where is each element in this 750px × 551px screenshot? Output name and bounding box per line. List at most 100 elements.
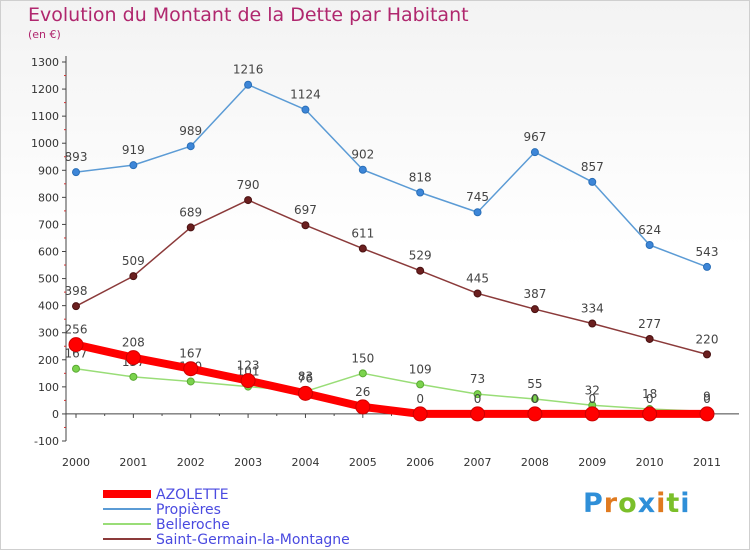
y-tick-label: 1300 xyxy=(31,56,59,69)
data-label: 208 xyxy=(122,336,145,350)
data-label: 83 xyxy=(298,369,313,383)
data-point xyxy=(588,319,597,328)
data-label: 334 xyxy=(581,302,604,316)
data-label: 1216 xyxy=(233,63,264,77)
data-label: 167 xyxy=(179,347,202,361)
y-tick-label: 1200 xyxy=(31,83,59,96)
x-tick-label: 2007 xyxy=(464,456,492,469)
data-label: 745 xyxy=(466,190,489,204)
series-azolette: 256 208 167 123 76 26 0 0 0 0 0 0 xyxy=(65,323,715,422)
data-point xyxy=(186,377,195,386)
data-label: 32 xyxy=(585,383,600,397)
data-point xyxy=(530,305,539,314)
proxiti-logo: Proxiti xyxy=(583,488,691,519)
chart-title: Evolution du Montant de la Dette par Hab… xyxy=(28,4,469,26)
data-label: 697 xyxy=(294,203,317,217)
data-label: 220 xyxy=(696,332,719,346)
y-tick-label: 300 xyxy=(38,327,59,340)
data-label: 387 xyxy=(523,287,546,301)
data-point xyxy=(473,390,482,399)
series-propi-res: 893 919 989 1216 1124 902 818 745 967 857 624 543 xyxy=(65,63,719,271)
data-label: 543 xyxy=(696,245,719,259)
legend-label: AZOLETTE xyxy=(156,487,229,503)
data-point xyxy=(588,177,597,186)
data-point xyxy=(412,406,428,422)
logo-letter: t xyxy=(666,488,681,519)
data-label: 529 xyxy=(409,249,432,263)
x-tick-label: 2001 xyxy=(119,456,147,469)
data-point xyxy=(473,289,482,298)
data-label: 26 xyxy=(355,385,370,399)
data-label: 857 xyxy=(581,160,604,174)
data-label: 445 xyxy=(466,271,489,285)
series-belleroche: 16713712010183150109735532189 xyxy=(65,347,711,416)
y-tick-label: 200 xyxy=(38,354,59,367)
data-label: 611 xyxy=(351,227,374,241)
data-label: 55 xyxy=(527,377,542,391)
data-point xyxy=(129,161,138,170)
y-tick-label: 600 xyxy=(38,246,59,259)
y-tick-label: 0 xyxy=(52,408,59,421)
y-tick-label: 500 xyxy=(38,273,59,286)
data-point xyxy=(68,337,84,353)
data-point xyxy=(297,385,313,401)
data-point xyxy=(72,364,80,373)
data-point xyxy=(301,221,310,230)
y-tick-label: 100 xyxy=(38,381,59,394)
data-point xyxy=(355,399,371,415)
data-label: 818 xyxy=(409,170,432,184)
logo-letter: r xyxy=(603,488,619,519)
data-label: 109 xyxy=(409,362,432,376)
x-tick-label: 2005 xyxy=(349,456,377,469)
data-point xyxy=(527,406,543,422)
series-saint-germain-la-montagne: 398 509 689 790 697 611 529 445 387 334 277 220 xyxy=(65,178,719,359)
data-label: 398 xyxy=(65,284,88,298)
x-tick-label: 2010 xyxy=(636,456,664,469)
data-point xyxy=(642,406,658,422)
data-label: 624 xyxy=(638,223,661,237)
data-label: 0 xyxy=(703,392,711,406)
y-tick-label: 700 xyxy=(38,218,59,231)
logo-letter: o xyxy=(618,488,638,519)
data-point xyxy=(183,361,199,377)
x-tick-label: 2011 xyxy=(693,456,721,469)
data-point xyxy=(416,266,425,275)
data-point xyxy=(358,244,367,253)
data-point xyxy=(703,262,711,271)
data-label: 76 xyxy=(298,371,313,385)
data-label: 256 xyxy=(65,323,88,337)
data-label: 1124 xyxy=(290,88,321,102)
data-label: 0 xyxy=(588,392,596,406)
logo-letter: P xyxy=(583,488,604,519)
x-tick-label: 2009 xyxy=(578,456,606,469)
data-point xyxy=(72,302,80,311)
data-label: 790 xyxy=(237,178,260,192)
y-tick-label: 400 xyxy=(38,300,59,313)
legend: AZOLETTEPropièresBellerocheSaint-Germain… xyxy=(103,487,350,548)
data-point xyxy=(129,272,138,281)
data-label: 123 xyxy=(237,359,260,373)
legend-label: Propières xyxy=(156,502,221,518)
legend-label: Saint-Germain-la-Montagne xyxy=(156,532,350,548)
data-point xyxy=(125,350,141,366)
y-tick-label: -100 xyxy=(34,435,59,448)
data-label: 150 xyxy=(351,351,374,365)
data-label: 689 xyxy=(179,205,202,219)
data-point xyxy=(72,168,80,177)
data-label: 0 xyxy=(474,392,482,406)
y-tick-label: 800 xyxy=(38,191,59,204)
data-point xyxy=(645,241,654,250)
data-point xyxy=(416,188,425,197)
series-line xyxy=(75,199,708,356)
series-line xyxy=(72,340,711,418)
series-line xyxy=(75,83,708,268)
data-point xyxy=(358,165,367,174)
data-point xyxy=(645,334,654,343)
x-tick-label: 2006 xyxy=(406,456,434,469)
data-point xyxy=(240,373,256,389)
x-tick-label: 2003 xyxy=(234,456,262,469)
logo-letter: i xyxy=(680,488,691,519)
data-label: 989 xyxy=(179,124,202,138)
